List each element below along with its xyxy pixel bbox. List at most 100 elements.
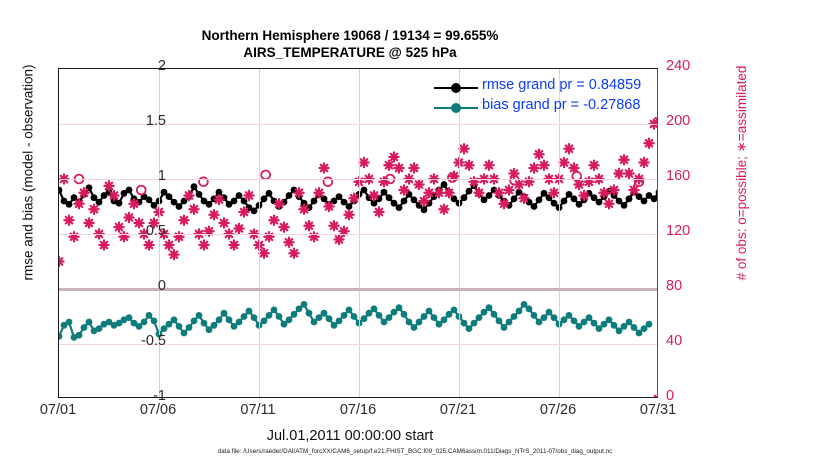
- obs-marker-asterisk: [414, 180, 424, 189]
- bias-marker: [370, 305, 378, 313]
- bias-marker: [300, 301, 308, 308]
- rmse-marker: [340, 198, 348, 206]
- obs-marker-asterisk: [274, 199, 284, 209]
- obs-marker-asterisk: [314, 188, 324, 198]
- obs-marker-asterisk: [369, 191, 379, 200]
- obs-marker-asterisk: [144, 240, 154, 250]
- y-axis-right-tick-label: 80: [666, 278, 683, 294]
- bias-marker: [380, 318, 388, 326]
- obs-marker-asterisk: [619, 155, 629, 165]
- bias-marker: [630, 324, 638, 331]
- obs-marker-asterisk: [304, 221, 314, 231]
- rmse-marker: [250, 207, 258, 215]
- bias-marker: [385, 314, 393, 321]
- bias-marker: [360, 315, 368, 323]
- rmse-marker: [310, 197, 318, 205]
- bias-marker: [135, 323, 143, 330]
- gridline-horizontal: [59, 344, 657, 345]
- y-axis-left-label: rmse and bias (model - observation): [20, 64, 36, 281]
- obs-marker-asterisk: [214, 195, 224, 204]
- rmse-marker: [550, 199, 558, 207]
- rmse-marker: [380, 188, 388, 196]
- obs-marker-asterisk: [59, 257, 64, 264]
- bias-marker: [365, 309, 373, 317]
- rmse-marker: [395, 204, 403, 212]
- obs-marker-asterisk: [434, 188, 444, 198]
- rmse-marker: [335, 193, 343, 200]
- obs-marker-asterisk: [574, 180, 584, 189]
- obs-marker-asterisk: [519, 193, 529, 203]
- obs-marker-asterisk: [459, 144, 469, 154]
- rmse-marker: [150, 202, 158, 209]
- x-axis-tick-label: 07/31: [639, 402, 677, 418]
- obs-marker-asterisk: [179, 215, 189, 225]
- bias-marker: [640, 325, 648, 332]
- obs-marker-asterisk: [209, 210, 219, 220]
- bias-marker: [130, 319, 138, 327]
- x-axis-tick-label: 07/11: [240, 402, 276, 418]
- plot-area[interactable]: [58, 68, 658, 398]
- obs-marker-asterisk: [79, 188, 89, 198]
- rmse-marker: [575, 200, 583, 208]
- bias-marker: [340, 312, 348, 319]
- y-axis-right-tick-label: 200: [666, 113, 691, 129]
- bias-marker: [290, 310, 298, 318]
- bias-marker: [165, 320, 173, 328]
- bias-marker: [580, 318, 588, 326]
- bias-marker: [545, 308, 553, 316]
- obs-marker-asterisk: [599, 188, 609, 198]
- bias-marker: [60, 321, 68, 329]
- rmse-marker: [190, 183, 198, 191]
- obs-marker-asterisk: [514, 180, 524, 189]
- rmse-marker: [60, 197, 68, 205]
- y-axis-left-tick-label: 2: [157, 58, 166, 74]
- obs-marker-asterisk: [99, 240, 109, 250]
- obs-marker-asterisk: [464, 160, 474, 170]
- bias-marker: [435, 320, 443, 328]
- legend-label-bias: bias grand pr = -0.27868: [482, 97, 641, 113]
- obs-marker-asterisk: [419, 196, 429, 206]
- bias-marker: [310, 318, 318, 326]
- obs-marker-asterisk: [74, 199, 84, 209]
- bias-marker: [285, 316, 293, 324]
- rmse-marker: [485, 192, 493, 199]
- obs-marker-asterisk: [89, 204, 99, 214]
- obs-marker-asterisk: [499, 199, 509, 209]
- bias-marker: [420, 313, 428, 320]
- obs-marker-asterisk: [344, 210, 354, 220]
- bias-marker: [75, 331, 83, 339]
- obs-marker-asterisk: [239, 207, 249, 217]
- obs-marker-asterisk: [59, 259, 64, 266]
- bias-marker: [480, 308, 488, 316]
- obs-marker-asterisk: [474, 188, 484, 198]
- series-bias: [59, 301, 653, 341]
- gridline-horizontal: [59, 179, 657, 180]
- bias-marker: [145, 312, 153, 319]
- obs-marker-asterisk: [589, 160, 599, 170]
- bias-marker: [450, 306, 458, 314]
- datafile-caption: data file: /Users/raeder/DAI/ATM_forcXX/…: [217, 448, 613, 455]
- legend-item-bias[interactable]: bias grand pr = -0.27868: [434, 97, 662, 118]
- bias-marker: [280, 320, 288, 328]
- rmse-marker: [625, 195, 633, 203]
- gridline-vertical: [459, 69, 460, 397]
- rmse-marker: [530, 203, 538, 210]
- bias-marker: [485, 304, 493, 312]
- bias-marker: [610, 321, 618, 329]
- rmse-marker: [565, 191, 573, 198]
- bias-marker: [390, 308, 398, 316]
- rmse-marker: [265, 189, 273, 197]
- bias-marker: [645, 320, 653, 328]
- series-obs: [73, 169, 645, 196]
- obs-marker-asterisk: [134, 218, 144, 228]
- legend-item-rmse[interactable]: rmse grand pr = 0.84859: [434, 77, 662, 98]
- rmse-marker: [225, 200, 233, 208]
- rmse-marker: [95, 198, 103, 206]
- bias-marker: [605, 316, 613, 324]
- rmse-marker: [535, 196, 543, 204]
- bias-marker: [375, 312, 383, 319]
- bias-marker: [350, 313, 358, 320]
- x-axis-tick-label: 07/06: [139, 402, 177, 418]
- obs-marker-open-circle: [384, 173, 396, 185]
- bias-marker: [190, 317, 198, 325]
